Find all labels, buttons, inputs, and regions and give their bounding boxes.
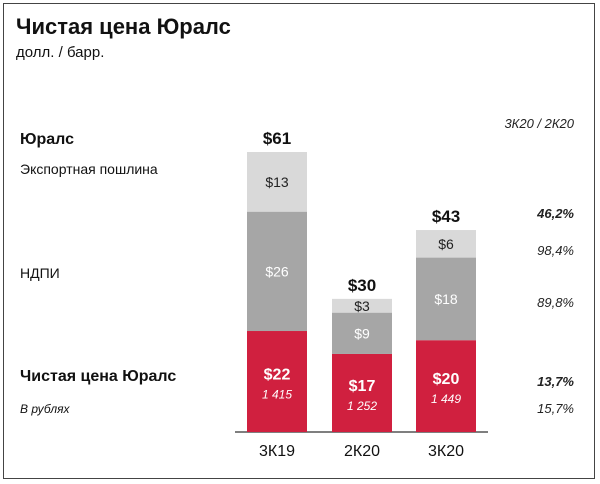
change-net-urals: 13,7% bbox=[537, 374, 574, 389]
change-mineral-tax: 89,8% bbox=[537, 295, 574, 310]
bar-segment-net-urals bbox=[332, 353, 392, 432]
row-label-mineral-tax: НДПИ bbox=[20, 265, 60, 281]
bar-segment-export-duty bbox=[332, 298, 392, 313]
value-label-mineral-tax: $26 bbox=[265, 263, 289, 279]
bar-segment-mineral-tax bbox=[416, 257, 476, 341]
bar-segment-mineral-tax bbox=[332, 312, 392, 354]
value-label-export-duty: $3 bbox=[354, 298, 370, 314]
value-label-rubles: 1 449 bbox=[431, 392, 461, 406]
change-header: 3К20 / 2К20 bbox=[504, 116, 574, 131]
chart-subtitle: долл. / барр. bbox=[16, 44, 105, 61]
x-tick-label: 3К20 bbox=[428, 443, 464, 460]
chart-title: Чистая цена Юралс bbox=[16, 14, 231, 39]
change-total: 46,2% bbox=[537, 206, 574, 221]
value-label-export-duty: $13 bbox=[265, 174, 289, 190]
value-label-net-urals: $17 bbox=[349, 378, 376, 395]
value-label-rubles: 1 252 bbox=[347, 399, 377, 413]
change-in-rubles: 15,7% bbox=[537, 401, 574, 416]
row-label-urals: Юралс bbox=[20, 131, 75, 148]
change-export-duty: 98,4% bbox=[537, 243, 574, 258]
value-label-export-duty: $6 bbox=[438, 236, 454, 252]
bar-segment-export-duty bbox=[416, 230, 476, 258]
bar-segment-export-duty bbox=[247, 152, 307, 212]
row-label-net-urals: Чистая цена Юралс bbox=[20, 368, 177, 385]
value-label-mineral-tax: $18 bbox=[434, 291, 458, 307]
total-label: $61 bbox=[263, 129, 291, 148]
bar-segment-mineral-tax bbox=[247, 211, 307, 332]
value-label-mineral-tax: $9 bbox=[354, 325, 370, 341]
row-label-export-duty: Экспортная пошлина bbox=[20, 161, 158, 177]
chart-frame bbox=[3, 3, 595, 479]
total-label: $43 bbox=[432, 207, 460, 226]
x-tick-label: 3К19 bbox=[259, 443, 295, 460]
value-label-net-urals: $20 bbox=[433, 371, 460, 388]
total-label: $30 bbox=[348, 276, 376, 295]
row-label-in-rubles: В рублях bbox=[20, 402, 70, 416]
x-tick-label: 2К20 bbox=[344, 443, 380, 460]
bar-segment-net-urals bbox=[416, 340, 476, 432]
value-label-net-urals: $22 bbox=[264, 367, 291, 384]
bar-segment-net-urals bbox=[247, 331, 307, 432]
value-label-rubles: 1 415 bbox=[262, 388, 292, 402]
